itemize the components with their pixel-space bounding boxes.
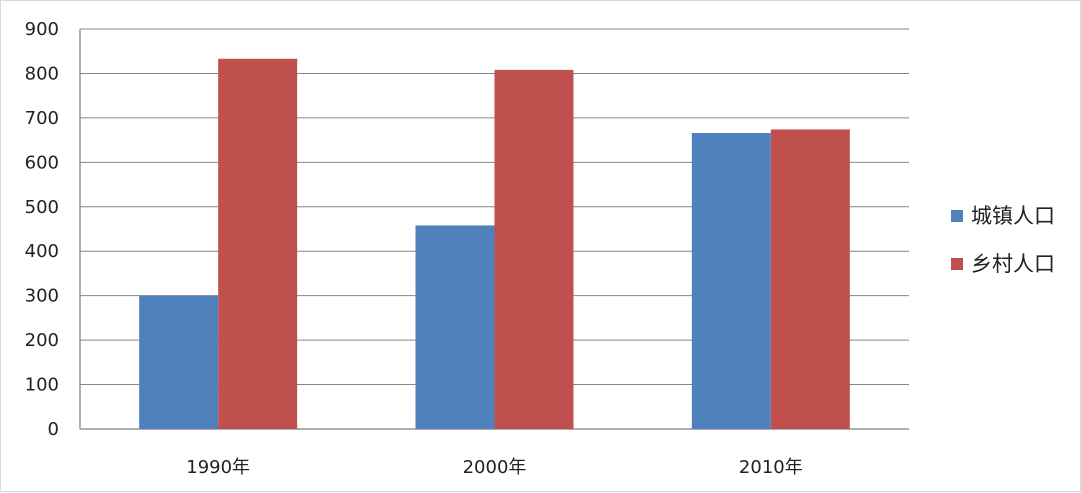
bars [139, 58, 850, 430]
y-tick-label: 500 [25, 197, 59, 218]
x-axis-ticks: 1990年 2000年 2010年 [186, 457, 802, 478]
y-tick-label: 900 [25, 19, 59, 40]
bar-rural-1990 [218, 58, 298, 430]
y-tick-label: 800 [25, 63, 59, 84]
x-tick-label: 2010年 [739, 457, 803, 478]
x-tick-label: 1990年 [186, 457, 250, 478]
y-tick-label: 0 [48, 419, 59, 440]
y-tick-label: 600 [25, 152, 59, 173]
x-tick-label: 2000年 [463, 457, 527, 478]
bar-urban-1990 [139, 295, 219, 429]
bar-rural-2010 [770, 129, 850, 429]
y-tick-label: 700 [25, 108, 59, 129]
y-tick-label: 300 [25, 286, 59, 307]
legend-label-urban: 城镇人口 [971, 204, 1055, 228]
y-tick-label: 100 [25, 375, 59, 396]
bar-urban-2000 [415, 225, 495, 429]
y-tick-label: 400 [25, 241, 59, 262]
y-tick-label: 200 [25, 330, 59, 351]
legend-label-rural: 乡村人口 [971, 252, 1055, 276]
legend-swatch-urban [951, 210, 963, 222]
y-axis-ticks: 0 100 200 300 400 500 600 700 800 900 [25, 19, 59, 440]
bar-rural-2000 [494, 69, 574, 429]
legend-swatch-rural [951, 258, 963, 270]
bar-urban-2010 [691, 133, 771, 429]
